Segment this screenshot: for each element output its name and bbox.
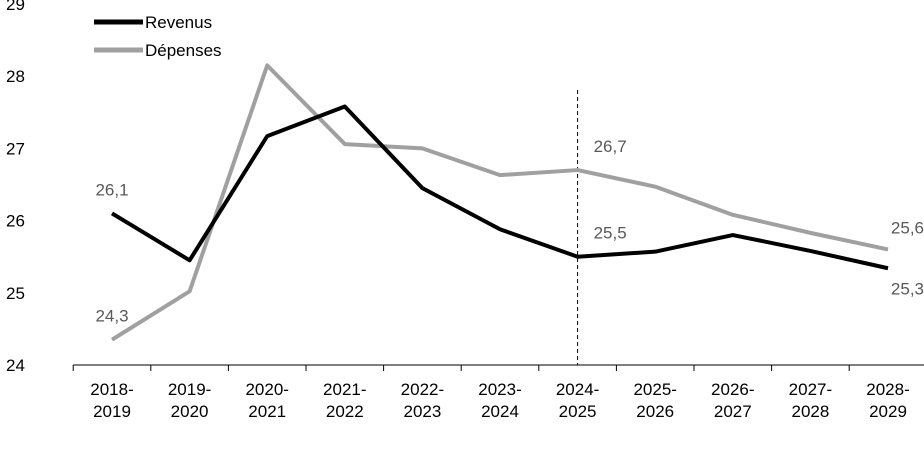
x-tick-label: 2024- 2025 <box>556 380 599 421</box>
x-tick-label-line: 2027 <box>714 402 752 421</box>
data-label: 26,7 <box>594 137 627 156</box>
x-tick-label: 2028- 2029 <box>866 380 909 421</box>
x-tick-label: 2020- 2021 <box>245 380 288 421</box>
series-line-dpenses <box>110 63 889 342</box>
data-label: 26,1 <box>95 180 128 199</box>
x-tick-label-line: 2027- <box>789 380 832 399</box>
x-tick-label-line: 2021- <box>323 380 366 399</box>
series-line-revenus <box>110 104 889 271</box>
data-labels: 26,1 24,3 26,7 25,5 25,6 25,3 <box>95 137 924 326</box>
x-tick-label-line: 2025- <box>633 380 676 399</box>
data-label: 25,6 <box>891 218 924 237</box>
y-tick-label: 25 <box>6 284 25 303</box>
x-tick-label-line: 2019- <box>168 380 211 399</box>
x-tick-label-line: 2020 <box>171 402 209 421</box>
y-axis-ticks: 24 25 26 27 28 29 <box>6 0 25 375</box>
x-tick-label-line: 2019 <box>93 402 131 421</box>
x-tick-label-line: 2018- <box>90 380 133 399</box>
x-tick-label-line: 2028 <box>791 402 829 421</box>
x-tick-label-line: 2029 <box>869 402 907 421</box>
x-tick-label: 2019- 2020 <box>168 380 211 421</box>
x-tick-label-line: 2022- <box>401 380 444 399</box>
x-tick-label: 2023- 2024 <box>478 380 521 421</box>
legend-label-depenses: Dépenses <box>145 41 222 60</box>
legend-label-revenus: Revenus <box>145 13 212 32</box>
x-tick-label: 2027- 2028 <box>789 380 832 421</box>
x-tick-label: 2021- 2022 <box>323 380 366 421</box>
y-tick-label: 29 <box>6 0 25 14</box>
x-tick-label-line: 2024- <box>556 380 599 399</box>
x-tick-label-line: 2021 <box>248 402 286 421</box>
series-lines <box>110 63 889 342</box>
x-tick-label-line: 2020- <box>245 380 288 399</box>
x-tick-label-line: 2023 <box>403 402 441 421</box>
legend: Revenus Dépenses <box>94 13 222 60</box>
y-tick-label: 27 <box>6 139 25 158</box>
data-label: 24,3 <box>95 307 128 326</box>
x-tick-label-line: 2025 <box>559 402 597 421</box>
y-tick-label: 26 <box>6 212 25 231</box>
x-tick-label-line: 2026 <box>636 402 674 421</box>
x-tick-label: 2022- 2023 <box>401 380 444 421</box>
x-tick-label-line: 2028- <box>866 380 909 399</box>
x-tick-label-line: 2024 <box>481 402 519 421</box>
x-tick-label-line: 2026- <box>711 380 754 399</box>
x-tick-label: 2026- 2027 <box>711 380 754 421</box>
x-tick-label: 2025- 2026 <box>633 380 676 421</box>
data-label: 25,5 <box>594 224 627 243</box>
data-label: 25,3 <box>891 279 924 298</box>
x-tick-label-line: 2022 <box>326 402 364 421</box>
x-tick-label-line: 2023- <box>478 380 521 399</box>
y-tick-label: 24 <box>6 356 25 375</box>
x-tick-label: 2018- 2019 <box>90 380 133 421</box>
y-tick-label: 28 <box>6 67 25 86</box>
x-axis-ticks: 2018- 2019 2019- 2020 2020- 2021 2021- 2022 2022… <box>72 365 910 421</box>
